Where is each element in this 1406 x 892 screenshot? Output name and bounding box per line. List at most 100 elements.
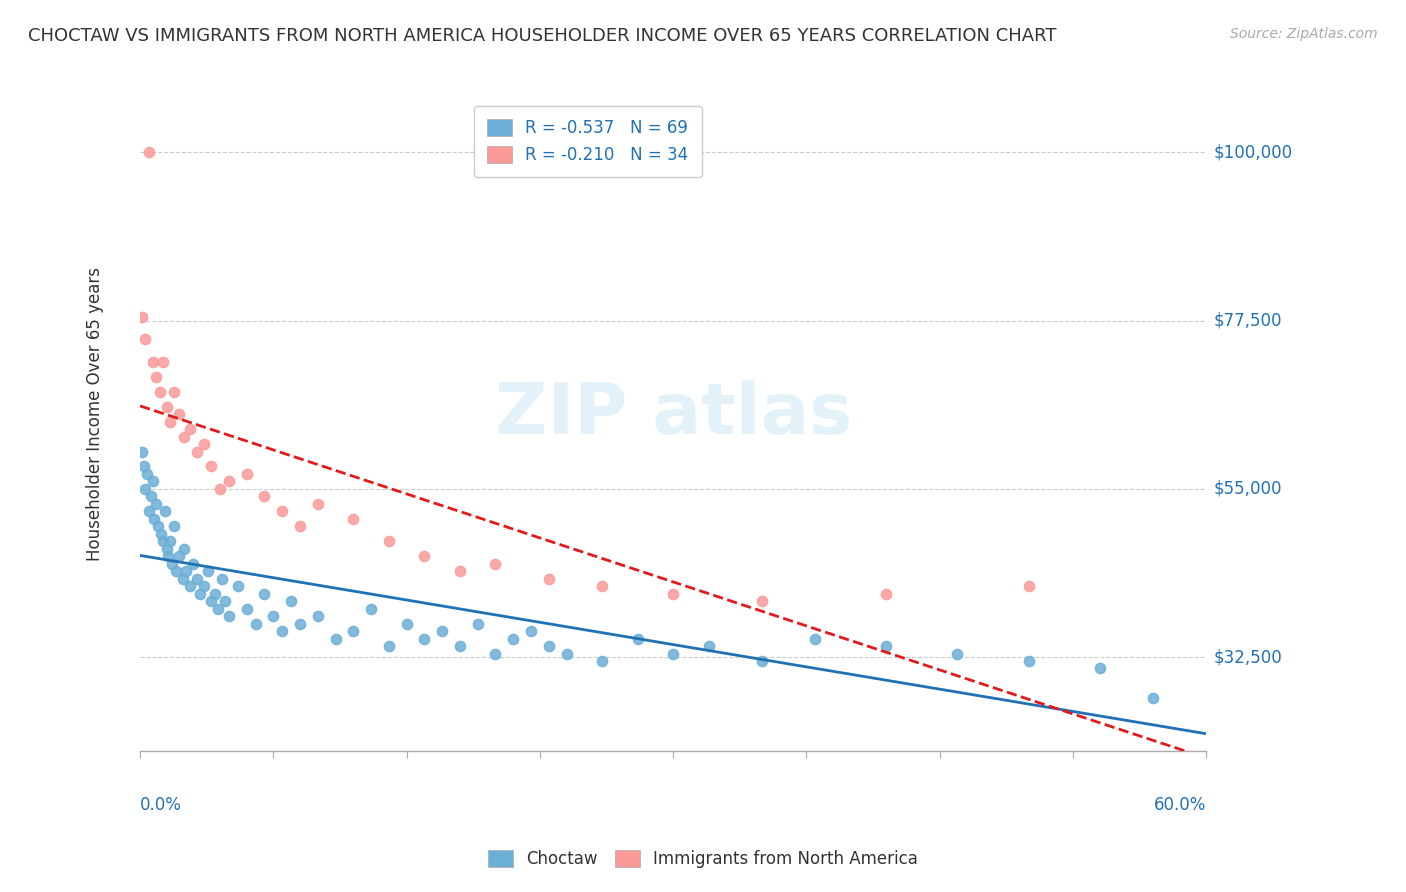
Point [697, 639, 720, 653]
Point [132, 459, 155, 474]
Point [430, 624, 453, 638]
Point [134, 482, 156, 496]
Point [156, 541, 179, 556]
Point [1018, 654, 1040, 668]
Point [131, 310, 153, 324]
Point [307, 497, 329, 511]
Legend: R = -0.537   N = 69, R = -0.210   N = 34: R = -0.537 N = 69, R = -0.210 N = 34 [474, 106, 702, 178]
Point [200, 459, 222, 474]
Point [152, 355, 174, 369]
Point [193, 437, 215, 451]
Point [751, 594, 773, 608]
Point [193, 579, 215, 593]
Point [662, 587, 685, 601]
Point [288, 519, 311, 533]
Text: $32,500: $32,500 [1213, 648, 1282, 666]
Point [1018, 579, 1040, 593]
Point [150, 526, 173, 541]
Point [484, 647, 506, 661]
Point [138, 145, 160, 160]
Point [200, 594, 222, 608]
Text: $77,500: $77,500 [1213, 311, 1282, 329]
Point [145, 369, 167, 384]
Point [152, 534, 174, 549]
Point [218, 609, 240, 624]
Point [946, 647, 969, 661]
Point [179, 579, 201, 593]
Point [626, 632, 648, 646]
Point [145, 497, 167, 511]
Point [288, 616, 311, 631]
Text: ZIP atlas: ZIP atlas [495, 380, 852, 449]
Point [378, 534, 401, 549]
Point [167, 407, 190, 421]
Legend: Choctaw, Immigrants from North America: Choctaw, Immigrants from North America [481, 843, 925, 875]
Point [167, 549, 190, 564]
Point [207, 601, 229, 615]
Point [134, 332, 156, 346]
Point [136, 467, 159, 481]
Point [146, 519, 169, 533]
Point [395, 616, 418, 631]
Point [467, 616, 489, 631]
Text: CHOCTAW VS IMMIGRANTS FROM NORTH AMERICA HOUSEHOLDER INCOME OVER 65 YEARS CORREL: CHOCTAW VS IMMIGRANTS FROM NORTH AMERICA… [28, 27, 1057, 45]
Point [197, 564, 219, 578]
Point [537, 639, 560, 653]
Text: $55,000: $55,000 [1213, 480, 1282, 498]
Point [262, 609, 284, 624]
Point [307, 609, 329, 624]
Point [143, 512, 166, 526]
Point [537, 572, 560, 586]
Point [179, 422, 201, 436]
Point [149, 384, 172, 399]
Point [325, 632, 347, 646]
Point [751, 654, 773, 668]
Point [226, 579, 249, 593]
Point [138, 504, 160, 518]
Point [214, 594, 236, 608]
Point [235, 601, 257, 615]
Point [131, 444, 153, 458]
Point [156, 400, 179, 414]
Point [875, 639, 897, 653]
Point [413, 632, 436, 646]
Point [520, 624, 543, 638]
Point [342, 624, 364, 638]
Point [271, 504, 294, 518]
Point [141, 475, 163, 489]
Point [163, 384, 186, 399]
Point [139, 490, 162, 504]
Point [173, 541, 195, 556]
Text: Source: ZipAtlas.com: Source: ZipAtlas.com [1230, 27, 1378, 41]
Point [484, 557, 506, 571]
Point [160, 557, 183, 571]
Point [141, 355, 163, 369]
Point [172, 572, 194, 586]
Point [159, 415, 181, 429]
Point [875, 587, 897, 601]
Point [218, 475, 240, 489]
Point [157, 549, 180, 564]
Point [502, 632, 524, 646]
Text: Householder Income Over 65 years: Householder Income Over 65 years [86, 267, 104, 561]
Point [271, 624, 294, 638]
Point [591, 654, 613, 668]
Point [662, 647, 685, 661]
Point [235, 467, 257, 481]
Point [159, 534, 181, 549]
Point [163, 519, 186, 533]
Point [253, 587, 276, 601]
Point [183, 557, 205, 571]
Point [173, 429, 195, 443]
Point [204, 587, 226, 601]
Point [555, 647, 578, 661]
Point [413, 549, 436, 564]
Point [591, 579, 613, 593]
Point [1142, 691, 1164, 706]
Point [190, 587, 212, 601]
Point [186, 572, 208, 586]
Point [186, 444, 208, 458]
Point [804, 632, 827, 646]
Point [280, 594, 302, 608]
Text: $100,000: $100,000 [1213, 144, 1292, 161]
